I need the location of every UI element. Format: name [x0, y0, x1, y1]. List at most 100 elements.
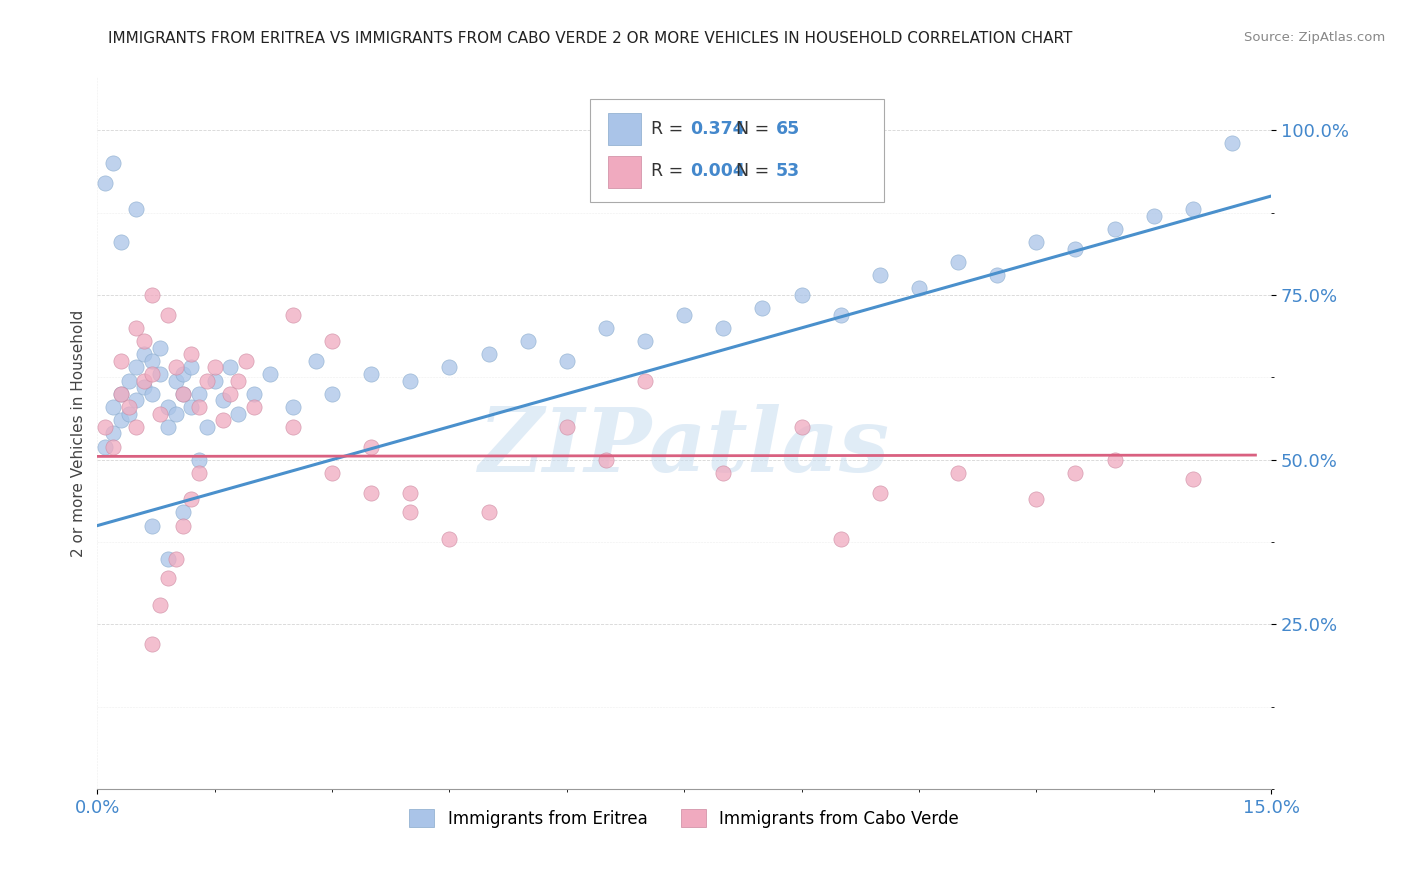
Point [869, 485, 891, 500]
Point [118, 407, 141, 421]
Text: N =: N = [725, 162, 775, 180]
Point [110, 354, 132, 368]
Legend: Immigrants from Eritrea, Immigrants from Cabo Verde: Immigrants from Eritrea, Immigrants from… [402, 803, 966, 834]
Point [360, 485, 382, 500]
Point [165, 551, 187, 566]
Point [188, 386, 211, 401]
Point [172, 518, 194, 533]
Point [156, 551, 179, 566]
Point [751, 301, 773, 315]
Point [101, 400, 124, 414]
Point [195, 374, 218, 388]
Point [156, 571, 179, 585]
Point [1064, 466, 1087, 480]
Text: ZIPatlas: ZIPatlas [478, 404, 890, 491]
Point [946, 255, 969, 269]
Point [711, 321, 734, 335]
Point [259, 367, 281, 381]
Point [118, 374, 141, 388]
Point [478, 505, 501, 519]
Text: 53: 53 [776, 162, 800, 180]
Point [226, 374, 249, 388]
Point [125, 321, 148, 335]
Point [141, 637, 163, 651]
Y-axis label: 2 or more Vehicles in Household: 2 or more Vehicles in Household [72, 310, 86, 557]
Point [321, 334, 343, 348]
Point [321, 466, 343, 480]
Point [141, 386, 163, 401]
Point [516, 334, 538, 348]
Point [110, 386, 132, 401]
Point [908, 281, 931, 295]
Point [211, 393, 233, 408]
Point [1104, 452, 1126, 467]
Point [790, 419, 813, 434]
Point [156, 419, 179, 434]
Point [141, 367, 163, 381]
Point [399, 505, 422, 519]
Text: R =: R = [651, 120, 689, 137]
Point [1025, 235, 1047, 250]
Point [134, 374, 156, 388]
Text: 65: 65 [776, 120, 800, 137]
Point [156, 400, 179, 414]
Point [243, 400, 266, 414]
Point [134, 380, 156, 394]
Point [110, 386, 132, 401]
Point [149, 598, 172, 612]
Point [595, 452, 617, 467]
Point [360, 367, 382, 381]
Text: N =: N = [725, 120, 775, 137]
Point [180, 400, 202, 414]
Point [125, 360, 148, 375]
Point [1181, 202, 1204, 217]
Point [869, 268, 891, 282]
Point [125, 393, 148, 408]
Point [172, 505, 194, 519]
Point [478, 347, 501, 361]
Point [149, 341, 172, 355]
Point [156, 308, 179, 322]
Point [711, 466, 734, 480]
Point [180, 492, 202, 507]
Point [204, 360, 226, 375]
Point [204, 374, 226, 388]
Point [790, 288, 813, 302]
Point [141, 288, 163, 302]
Point [141, 518, 163, 533]
Point [399, 374, 422, 388]
Point [101, 426, 124, 441]
Point [555, 419, 578, 434]
Point [1064, 242, 1087, 256]
Point [281, 419, 304, 434]
Point [188, 452, 211, 467]
Point [830, 532, 852, 546]
Point [226, 407, 249, 421]
Text: Source: ZipAtlas.com: Source: ZipAtlas.com [1244, 31, 1385, 45]
Point [219, 386, 242, 401]
Text: 0.004: 0.004 [690, 162, 745, 180]
Point [219, 360, 242, 375]
Point [165, 407, 187, 421]
Point [149, 367, 172, 381]
Point [110, 413, 132, 427]
Point [211, 413, 233, 427]
Point [188, 466, 211, 480]
Point [94, 440, 117, 454]
Point [110, 235, 132, 250]
Point [125, 202, 148, 217]
Point [360, 440, 382, 454]
Point [321, 386, 343, 401]
Point [165, 360, 187, 375]
Text: R =: R = [651, 162, 689, 180]
Point [94, 176, 117, 190]
Point [1220, 136, 1243, 151]
Point [634, 334, 657, 348]
Point [305, 354, 328, 368]
Point [595, 321, 617, 335]
Point [439, 360, 461, 375]
Text: IMMIGRANTS FROM ERITREA VS IMMIGRANTS FROM CABO VERDE 2 OR MORE VEHICLES IN HOUS: IMMIGRANTS FROM ERITREA VS IMMIGRANTS FR… [108, 31, 1073, 46]
Point [235, 354, 257, 368]
Point [134, 347, 156, 361]
FancyBboxPatch shape [591, 99, 884, 202]
